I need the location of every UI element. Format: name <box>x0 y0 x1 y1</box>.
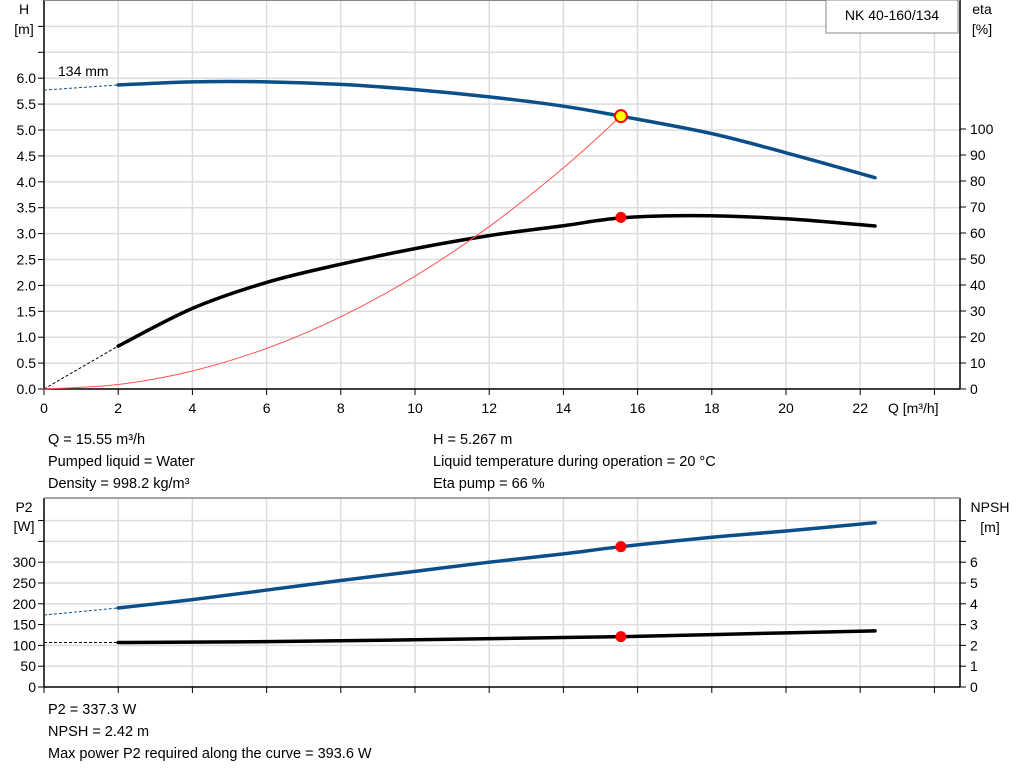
y-tick-label: 1.5 <box>17 303 37 319</box>
y2-tick-label: 6 <box>970 554 978 570</box>
eta-operating-point <box>615 211 627 223</box>
y-tick-label: 3.0 <box>17 226 37 242</box>
y-tick-label: 1.0 <box>17 329 37 345</box>
y-tick-label: 2.5 <box>17 252 37 268</box>
y2-tick-label: 3 <box>970 617 978 633</box>
y-tick-label: 3.5 <box>17 200 37 216</box>
y-axis-unit: [m] <box>14 21 33 37</box>
info-bottom: P2 = 337.3 W NPSH = 2.42 m Max power P2 … <box>48 699 372 765</box>
x-tick-label: 22 <box>852 400 868 416</box>
y-tick-label: 200 <box>13 596 37 612</box>
info-liquid: Pumped liquid = Water <box>48 454 195 470</box>
x-tick-label: 18 <box>704 400 720 416</box>
y-tick-label: 50 <box>20 658 36 674</box>
y2-axis-label: NPSH <box>971 499 1010 515</box>
p2-extrapolation <box>43 607 119 616</box>
info-npsh: NPSH = 2.42 m <box>48 724 150 740</box>
y-tick-label: 0.0 <box>17 381 37 397</box>
y-tick-label: 150 <box>13 617 37 633</box>
x-tick-label: 10 <box>407 400 423 416</box>
bottom-axes: 0 50 100 150 200 250 300 0 1 2 3 4 5 6 P2 [W] NPSH [m] <box>13 497 1010 695</box>
head-operating-point <box>613 109 628 124</box>
impeller-label: 134 mm <box>58 63 109 79</box>
npsh-curve <box>116 629 877 645</box>
npsh-operating-point <box>615 631 627 643</box>
y-tick-label: 300 <box>13 554 37 570</box>
y-tick-label: 4.5 <box>17 148 37 164</box>
info-top-right: H = 5.267 m Liquid temperature during op… <box>433 429 716 495</box>
system-curve <box>43 115 622 390</box>
y-tick-label: 4.0 <box>17 174 37 190</box>
y2-tick-label: 40 <box>970 277 986 293</box>
info-flow: Q = 15.55 m³/h <box>48 432 146 448</box>
eta-extrapolation <box>43 345 119 390</box>
y2-axis-unit: [%] <box>972 21 992 37</box>
y2-tick-label: 2 <box>970 637 978 653</box>
p2-operating-point <box>615 541 627 553</box>
x-tick-label: 14 <box>556 400 572 416</box>
y2-tick-label: 1 <box>970 658 978 674</box>
info-max-power: Max power P2 required along the curve = … <box>48 746 372 762</box>
x-tick-label: 12 <box>481 400 497 416</box>
top-grid <box>44 0 960 389</box>
info-temperature: Liquid temperature during operation = 20… <box>433 454 716 470</box>
top-axes: 0.0 0.5 1.0 1.5 2.0 2.5 3.0 3.5 4.0 4.5 5.0 5.5 6.0 0… <box>14 0 994 416</box>
info-top-left: Q = 15.55 m³/h Pumped liquid = Water Den… <box>48 429 195 495</box>
y2-tick-label: 20 <box>970 329 986 345</box>
x-tick-label: 8 <box>337 400 345 416</box>
info-density: Density = 998.2 kg/m³ <box>48 476 190 492</box>
x-tick-label: 6 <box>263 400 271 416</box>
h-extrapolation <box>43 84 119 91</box>
y2-axis-unit: [m] <box>980 519 999 535</box>
title-box <box>825 0 959 34</box>
y-tick-label: 5.0 <box>17 122 37 138</box>
x-tick-label: 4 <box>189 400 197 416</box>
y2-tick-label: 90 <box>970 147 986 163</box>
y2-tick-label: 4 <box>970 596 978 612</box>
y-tick-label: 100 <box>13 637 37 653</box>
eta-curve <box>116 213 877 348</box>
info-head: H = 5.267 m <box>433 432 513 448</box>
x-tick-label: 0 <box>40 400 48 416</box>
curves <box>43 79 877 645</box>
y-tick-label: 250 <box>13 575 37 591</box>
y-tick-label: 2.0 <box>17 277 37 293</box>
y2-tick-label: 10 <box>970 355 986 371</box>
y-axis-unit: [W] <box>14 518 35 534</box>
info-eta: Eta pump = 66 % <box>433 476 545 492</box>
y2-tick-label: 70 <box>970 199 986 215</box>
x-tick-label: 20 <box>778 400 794 416</box>
p2-curve <box>116 520 877 610</box>
y2-tick-label: 5 <box>970 575 978 591</box>
y-tick-label: 0.5 <box>17 355 37 371</box>
y-axis-label: H <box>19 1 29 17</box>
chart-title: NK 40-160/134 <box>845 7 939 23</box>
y-tick-label: 0 <box>28 679 36 695</box>
y2-tick-label: 80 <box>970 173 986 189</box>
y2-tick-label: 60 <box>970 225 986 241</box>
info-p2: P2 = 337.3 W <box>48 702 137 718</box>
x-axis-label: Q [m³/h] <box>888 400 939 416</box>
x-tick-label: 2 <box>114 400 122 416</box>
y2-axis-label: eta <box>972 1 992 17</box>
y-tick-label: 6.0 <box>17 70 37 86</box>
bottom-grid <box>44 498 960 687</box>
y2-tick-label: 100 <box>970 121 994 137</box>
y2-tick-label: 0 <box>970 679 978 695</box>
h-curve <box>116 79 877 180</box>
y2-tick-label: 0 <box>970 381 978 397</box>
y2-tick-label: 30 <box>970 303 986 319</box>
y-axis-label: P2 <box>15 499 32 515</box>
y2-tick-label: 50 <box>970 251 986 267</box>
x-tick-label: 16 <box>630 400 646 416</box>
y-tick-label: 5.5 <box>17 96 37 112</box>
